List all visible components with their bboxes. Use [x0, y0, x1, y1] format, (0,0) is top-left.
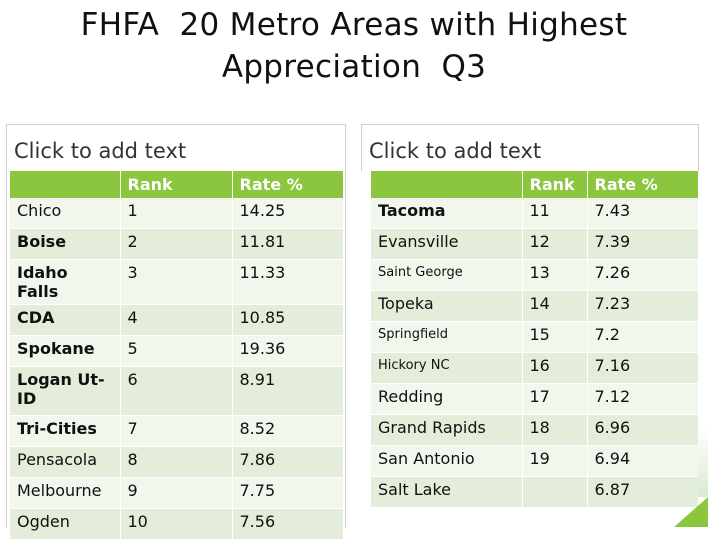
- header-rate: Rate %: [232, 171, 344, 198]
- header-city: [10, 171, 121, 198]
- city-cell: Ogden: [10, 508, 121, 540]
- rate-cell: 8.91: [232, 366, 344, 416]
- header-rate: Rate %: [587, 171, 699, 198]
- table-header-row: Rank Rate %: [371, 171, 699, 198]
- rank-cell: 19: [522, 445, 588, 477]
- left-metro-table: Rank Rate % Chico 1 14.25 Boise 2 11.81 …: [10, 171, 344, 540]
- left-placeholder-text: Click to add text: [14, 139, 187, 163]
- city-cell: Tri-Cities: [10, 415, 121, 447]
- city-cell: San Antonio: [371, 445, 523, 477]
- table-row: Melbourne 9 7.75: [10, 477, 344, 509]
- rate-cell: 7.12: [587, 383, 699, 415]
- right-placeholder-text: Click to add text: [369, 139, 542, 163]
- table-row: Tri-Cities 7 8.52: [10, 415, 344, 447]
- rank-cell: 14: [522, 290, 588, 322]
- city-cell: Salt Lake: [371, 476, 523, 508]
- table-row: CDA 4 10.85: [10, 304, 344, 336]
- rank-cell: 9: [120, 477, 233, 509]
- city-cell: Pensacola: [10, 446, 121, 478]
- city-cell: Evansville: [371, 228, 523, 260]
- rate-cell: 7.75: [232, 477, 344, 509]
- rate-cell: 7.43: [587, 198, 699, 229]
- rate-cell: 7.2: [587, 321, 699, 353]
- rate-cell: 7.16: [587, 352, 699, 384]
- rank-cell: 8: [120, 446, 233, 478]
- city-cell: Idaho Falls: [10, 259, 121, 305]
- rate-cell: 11.33: [232, 259, 344, 305]
- rate-cell: 14.25: [232, 198, 344, 229]
- table-row: Tacoma 11 7.43: [371, 198, 699, 229]
- city-cell: CDA: [10, 304, 121, 336]
- rank-cell: 18: [522, 414, 588, 446]
- slide-title: FHFA 20 Metro Areas with Highest Appreci…: [0, 4, 708, 88]
- rank-cell: 16: [522, 352, 588, 384]
- city-cell: Springfield: [371, 321, 523, 353]
- table-row: Redding 17 7.12: [371, 383, 699, 415]
- right-metro-table: Rank Rate % Tacoma 11 7.43 Evansville 12…: [371, 171, 699, 508]
- table-row: Logan Ut-ID 6 8.91: [10, 366, 344, 416]
- city-cell: Saint George: [371, 259, 523, 291]
- rank-cell: 4: [120, 304, 233, 336]
- rank-cell: 17: [522, 383, 588, 415]
- rate-cell: 10.85: [232, 304, 344, 336]
- table-row: Grand Rapids 18 6.96: [371, 414, 699, 446]
- title-line-2: Appreciation Q3: [221, 49, 487, 85]
- city-cell: Hickory NC: [371, 352, 523, 384]
- header-city: [371, 171, 523, 198]
- table-row: Springfield 15 7.2: [371, 321, 699, 353]
- rate-cell: 19.36: [232, 335, 344, 367]
- table-row: Idaho Falls 3 11.33: [10, 259, 344, 305]
- rank-cell: 13: [522, 259, 588, 291]
- table-row: Hickory NC 16 7.16: [371, 352, 699, 384]
- table-row: Spokane 5 19.36: [10, 335, 344, 367]
- table-row: Topeka 14 7.23: [371, 290, 699, 322]
- table-row: Saint George 13 7.26: [371, 259, 699, 291]
- city-cell: Melbourne: [10, 477, 121, 509]
- rank-cell: 3: [120, 259, 233, 305]
- rank-cell: 10: [120, 508, 233, 540]
- city-cell: Grand Rapids: [371, 414, 523, 446]
- city-cell: Spokane: [10, 335, 121, 367]
- rank-cell: 6: [120, 366, 233, 416]
- city-cell: Chico: [10, 198, 121, 229]
- rate-cell: 7.86: [232, 446, 344, 478]
- table-row: Chico 1 14.25: [10, 198, 344, 229]
- city-cell: Tacoma: [371, 198, 523, 229]
- rank-cell: 7: [120, 415, 233, 447]
- slide-corner-accent: [674, 497, 708, 527]
- rate-cell: 6.94: [587, 445, 699, 477]
- table-row: Ogden 10 7.56: [10, 508, 344, 540]
- slide-corner-gradient: [698, 427, 708, 497]
- table-row: Salt Lake 6.87: [371, 476, 699, 508]
- rank-cell: 11: [522, 198, 588, 229]
- city-cell: Redding: [371, 383, 523, 415]
- rank-cell: 5: [120, 335, 233, 367]
- rank-cell: 1: [120, 198, 233, 229]
- table-row: San Antonio 19 6.94: [371, 445, 699, 477]
- rank-cell: 15: [522, 321, 588, 353]
- rate-cell: 7.56: [232, 508, 344, 540]
- rate-cell: 7.23: [587, 290, 699, 322]
- rate-cell: 6.96: [587, 414, 699, 446]
- rate-cell: 11.81: [232, 228, 344, 260]
- table-row: Pensacola 8 7.86: [10, 446, 344, 478]
- city-cell: Boise: [10, 228, 121, 260]
- table-row: Boise 2 11.81: [10, 228, 344, 260]
- right-text-placeholder-box[interactable]: Click to add text: [361, 124, 699, 171]
- title-line-1: FHFA 20 Metro Areas with Highest: [80, 7, 628, 43]
- rate-cell: 7.26: [587, 259, 699, 291]
- table-header-row: Rank Rate %: [10, 171, 344, 198]
- rank-cell: 12: [522, 228, 588, 260]
- rate-cell: 8.52: [232, 415, 344, 447]
- rate-cell: 7.39: [587, 228, 699, 260]
- table-row: Evansville 12 7.39: [371, 228, 699, 260]
- rank-cell: 2: [120, 228, 233, 260]
- header-rank: Rank: [522, 171, 588, 198]
- rank-cell: [522, 476, 588, 508]
- city-cell: Topeka: [371, 290, 523, 322]
- city-cell: Logan Ut-ID: [10, 366, 121, 416]
- header-rank: Rank: [120, 171, 233, 198]
